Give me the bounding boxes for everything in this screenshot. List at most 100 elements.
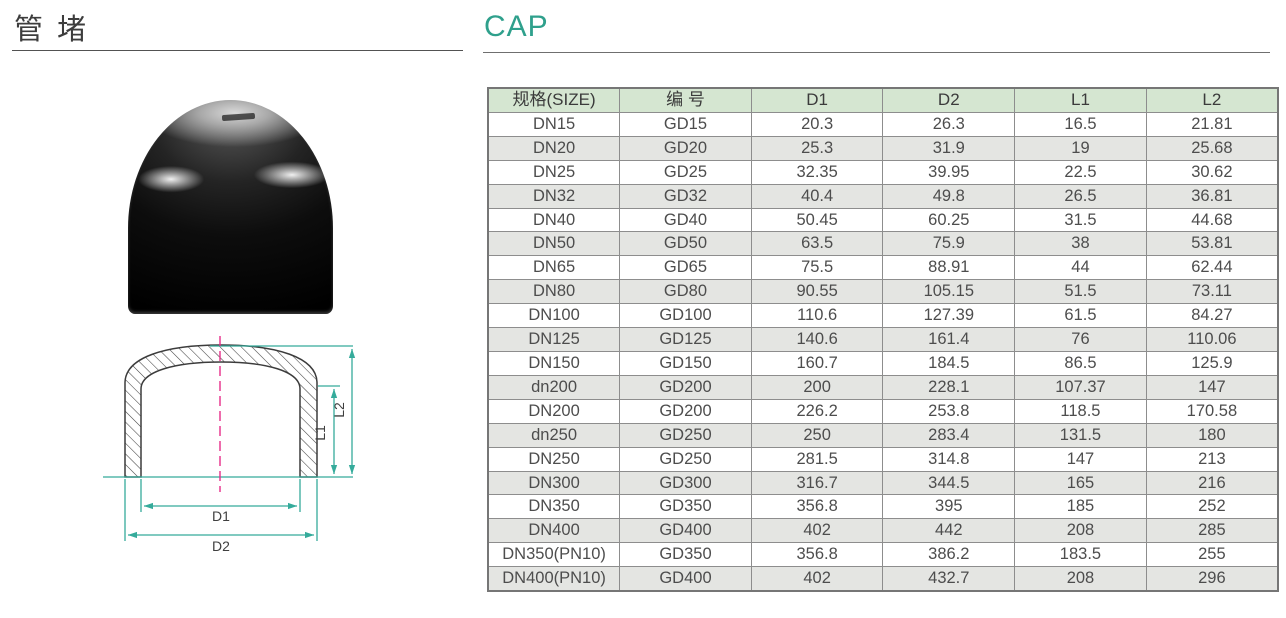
table-row: DN300 GD300 316.7 344.5 165 216 <box>487 470 1279 496</box>
table-cell: DN150 <box>487 350 621 376</box>
table-cell: 39.95 <box>882 159 1016 185</box>
dim-label-l2: L2 <box>331 402 347 418</box>
technical-drawing-cap-cross-section: D1 D2 L1 L2 <box>103 336 356 554</box>
table-cell: GD25 <box>619 159 752 185</box>
table-cell: 118.5 <box>1014 398 1147 424</box>
table-cell: 44 <box>1014 255 1147 281</box>
table-row: DN65 GD65 75.5 88.91 44 62.44 <box>487 255 1279 281</box>
table-cell: 61.5 <box>1014 303 1147 329</box>
dimension-lines <box>103 345 356 541</box>
table-cell: 131.5 <box>1014 422 1147 448</box>
table-cell: DN25 <box>487 159 621 185</box>
table-cell: 110.06 <box>1145 327 1279 352</box>
table-cell: DN400(PN10) <box>487 566 621 592</box>
table-cell: 185 <box>1014 494 1147 520</box>
table-cell: 356.8 <box>750 542 884 568</box>
table-row: DN15 GD15 20.3 26.3 16.5 21.81 <box>487 111 1279 137</box>
table-cell: 32.35 <box>750 159 884 185</box>
table-cell: 21.81 <box>1145 111 1279 137</box>
table-cell: DN80 <box>487 279 621 305</box>
table-cell: 73.11 <box>1145 279 1279 305</box>
table-cell: 76 <box>1014 327 1147 352</box>
table-cell: 31.5 <box>1014 207 1147 233</box>
column-header: 编 号 <box>619 87 752 113</box>
page-title-chinese: 管 堵 <box>14 14 90 46</box>
column-header: 规格(SIZE) <box>487 87 621 113</box>
dim-label-l1: L1 <box>312 425 328 441</box>
table-cell: 216 <box>1145 470 1279 496</box>
table-cell: 110.6 <box>750 303 884 329</box>
page-title-english: CAP <box>484 10 549 43</box>
table-cell: 86.5 <box>1014 350 1147 376</box>
table-row: DN40 GD40 50.45 60.25 31.5 44.68 <box>487 207 1279 233</box>
table-cell: 395 <box>882 494 1016 520</box>
table-cell: 252 <box>1145 494 1279 520</box>
table-cell: 90.55 <box>750 279 884 305</box>
spec-table-header: 规格(SIZE) 编 号 D1 D2 L1 L2 <box>487 87 1279 113</box>
table-cell: DN65 <box>487 255 621 281</box>
table-cell: 75.5 <box>750 255 884 281</box>
table-row: DN400 GD400 402 442 208 285 <box>487 518 1279 544</box>
table-cell: 88.91 <box>882 255 1016 281</box>
table-cell: 386.2 <box>882 542 1016 568</box>
table-row: DN350(PN10) GD350 356.8 386.2 183.5 255 <box>487 542 1279 568</box>
table-row: DN125 GD125 140.6 161.4 76 110.06 <box>487 327 1279 352</box>
table-cell: 53.81 <box>1145 231 1279 257</box>
table-cell: GD20 <box>619 135 752 161</box>
table-cell: 38 <box>1014 231 1147 257</box>
table-cell: 200 <box>750 374 884 400</box>
table-cell: DN125 <box>487 327 621 352</box>
table-cell: 255 <box>1145 542 1279 568</box>
specification-table: 规格(SIZE) 编 号 D1 D2 L1 L2 DN15 GD15 20.3 26.3 16.5… <box>487 87 1279 593</box>
table-cell: DN300 <box>487 470 621 496</box>
spec-table-body: DN15 GD15 20.3 26.3 16.5 21.81 DN20 GD20 25.3 31.… <box>487 111 1279 592</box>
table-cell: 226.2 <box>750 398 884 424</box>
table-cell: 51.5 <box>1014 279 1147 305</box>
table-cell: GD300 <box>619 470 752 496</box>
table-cell: 160.7 <box>750 350 884 376</box>
dim-label-d2: D2 <box>212 538 230 554</box>
table-row: DN250 GD250 281.5 314.8 147 213 <box>487 446 1279 472</box>
table-cell: 26.3 <box>882 111 1016 137</box>
table-cell: 22.5 <box>1014 159 1147 185</box>
table-cell: 344.5 <box>882 470 1016 496</box>
table-row: dn250 GD250 250 283.4 131.5 180 <box>487 422 1279 448</box>
table-cell: 161.4 <box>882 327 1016 352</box>
column-header: D2 <box>882 87 1016 113</box>
table-row: DN20 GD20 25.3 31.9 19 25.68 <box>487 135 1279 161</box>
table-cell: 125.9 <box>1145 350 1279 376</box>
table-cell: GD15 <box>619 111 752 137</box>
table-cell: 283.4 <box>882 422 1016 448</box>
table-cell: 19 <box>1014 135 1147 161</box>
table-cell: 402 <box>750 566 884 592</box>
table-cell: 44.68 <box>1145 207 1279 233</box>
table-cell: 442 <box>882 518 1016 544</box>
table-cell: 31.9 <box>882 135 1016 161</box>
table-cell: GD50 <box>619 231 752 257</box>
table-row: DN50 GD50 63.5 75.9 38 53.81 <box>487 231 1279 257</box>
dim-label-d1: D1 <box>212 508 230 524</box>
table-cell: 75.9 <box>882 231 1016 257</box>
header-row: 规格(SIZE) 编 号 D1 D2 L1 L2 <box>487 87 1279 113</box>
table-cell: DN350 <box>487 494 621 520</box>
table-cell: dn200 <box>487 374 621 400</box>
table-cell: 281.5 <box>750 446 884 472</box>
table-cell: 184.5 <box>882 350 1016 376</box>
table-cell: 26.5 <box>1014 183 1147 209</box>
table-cell: 250 <box>750 422 884 448</box>
table-cell: 296 <box>1145 566 1279 592</box>
table-cell: DN200 <box>487 398 621 424</box>
table-row: DN150 GD150 160.7 184.5 86.5 125.9 <box>487 350 1279 376</box>
table-cell: 147 <box>1145 374 1279 400</box>
table-cell: 25.3 <box>750 135 884 161</box>
table-cell: 30.62 <box>1145 159 1279 185</box>
title-divider-right <box>483 52 1270 53</box>
title-divider-left <box>12 50 463 51</box>
table-cell: 432.7 <box>882 566 1016 592</box>
table-cell: DN400 <box>487 518 621 544</box>
table-cell: GD200 <box>619 374 752 400</box>
table-row: DN100 GD100 110.6 127.39 61.5 84.27 <box>487 303 1279 329</box>
table-cell: GD150 <box>619 350 752 376</box>
table-cell: 228.1 <box>882 374 1016 400</box>
